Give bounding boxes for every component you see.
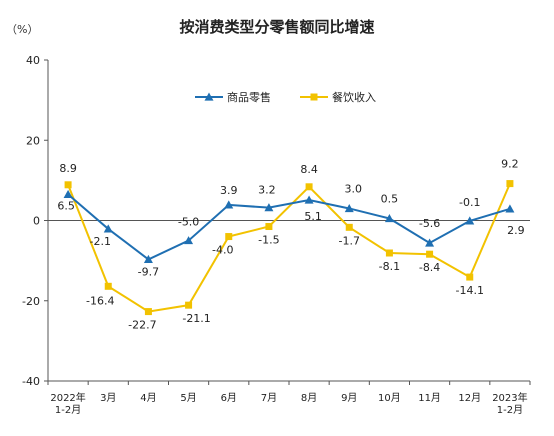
- x-tick-label: 5月: [180, 392, 196, 404]
- x-tick-label: 12月: [458, 392, 481, 404]
- data-point: [505, 204, 515, 213]
- data-point: [103, 224, 113, 233]
- data-point: [425, 238, 435, 247]
- data-label: 0.5: [381, 192, 399, 205]
- data-label: 3.2: [258, 184, 276, 197]
- y-tick-label: -20: [22, 295, 40, 308]
- x-tick-label: 1-2月: [55, 404, 81, 416]
- data-label: -8.1: [379, 260, 400, 273]
- legend-label: 商品零售: [227, 90, 271, 104]
- data-point: [185, 301, 193, 309]
- data-label: -4.0: [212, 244, 233, 257]
- data-point: [143, 254, 153, 264]
- legend-label: 餐饮收入: [332, 90, 376, 104]
- x-tick-label: 10月: [378, 392, 401, 404]
- data-label: 9.2: [501, 158, 519, 171]
- data-point: [104, 282, 112, 290]
- data-point: [385, 249, 393, 257]
- x-tick-label: 8月: [301, 392, 317, 404]
- data-label: 6.5: [57, 199, 75, 212]
- data-point: [345, 223, 353, 231]
- data-point: [265, 223, 273, 231]
- chart-title: 按消费类型分零售额同比增速: [179, 18, 374, 36]
- x-tick-label: 11月: [418, 392, 441, 404]
- data-label: -9.7: [138, 265, 159, 278]
- legend-marker: [204, 92, 214, 101]
- data-label: 5.1: [304, 210, 322, 223]
- x-tick-label: 9月: [341, 392, 357, 404]
- series-layer: [63, 180, 515, 316]
- data-point: [384, 213, 394, 223]
- data-point: [144, 308, 152, 316]
- x-tick-label: 7月: [261, 392, 277, 404]
- data-point: [304, 195, 314, 204]
- data-point: [225, 233, 233, 241]
- legend: 商品零售 餐饮收入: [195, 90, 376, 104]
- x-tick-label: 2022年: [50, 391, 85, 404]
- data-label: -0.1: [459, 196, 480, 209]
- data-point: [64, 181, 72, 189]
- data-label: 8.9: [59, 162, 77, 175]
- series-line: [67, 183, 511, 313]
- data-point: [466, 273, 474, 281]
- data-point: [224, 200, 234, 209]
- data-label: -5.6: [419, 217, 440, 230]
- data-point: [63, 189, 73, 199]
- x-tick-label: 4月: [140, 392, 156, 404]
- data-label: -1.7: [339, 234, 360, 247]
- y-tick-label: 0: [33, 215, 40, 228]
- data-label: 8.4: [300, 163, 318, 176]
- data-point: [305, 183, 313, 191]
- data-label: -22.7: [128, 319, 156, 332]
- data-label: 2.9: [507, 224, 525, 237]
- data-point: [506, 180, 514, 188]
- data-point: [184, 236, 194, 245]
- legend-marker: [310, 93, 318, 101]
- y-tick-label: -40: [22, 375, 40, 388]
- data-label: -16.4: [86, 294, 114, 307]
- data-point: [344, 203, 354, 213]
- data-label: 3.9: [220, 184, 238, 197]
- x-tick-label: 3月: [100, 392, 116, 404]
- data-point: [426, 250, 434, 258]
- x-tick-label: 6月: [221, 392, 237, 404]
- data-labels: 6.5 -2.1 -9.7 -5.0 3.9 3.2 5.1 3.0 0.5 -5.6 -0.1 2.…: [57, 158, 524, 332]
- x-tick-label: 2023年: [492, 391, 527, 404]
- x-tick-label: 1-2月: [497, 404, 523, 416]
- data-label: 3.0: [345, 182, 363, 195]
- data-label: -14.1: [456, 284, 484, 297]
- y-tick-label: 40: [26, 54, 40, 67]
- data-point: [465, 216, 475, 225]
- data-label: -2.1: [90, 235, 111, 248]
- y-tick-label: 20: [26, 134, 40, 147]
- data-point: [264, 203, 274, 212]
- data-label: -1.5: [258, 234, 279, 247]
- data-label: -8.4: [419, 261, 440, 274]
- data-label: -5.0: [178, 216, 199, 229]
- data-label: -21.1: [182, 312, 210, 325]
- series-line: [67, 193, 511, 261]
- y-axis-unit-label: （%）: [6, 23, 38, 36]
